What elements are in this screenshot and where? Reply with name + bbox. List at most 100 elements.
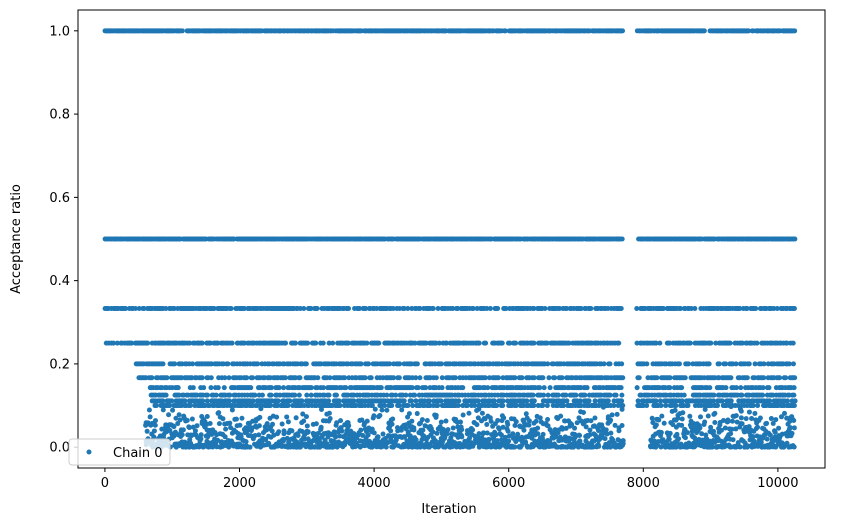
data-point <box>608 430 614 436</box>
data-point <box>303 361 309 367</box>
data-point <box>744 375 750 381</box>
data-point <box>546 375 552 381</box>
data-point <box>728 398 734 404</box>
data-point <box>438 419 444 425</box>
data-point <box>475 398 481 404</box>
data-point <box>136 306 142 312</box>
data-point <box>338 418 344 424</box>
data-point <box>172 361 178 367</box>
data-point <box>145 340 151 346</box>
data-point <box>460 385 466 391</box>
data-point <box>792 398 798 404</box>
data-point <box>227 420 233 426</box>
data-point <box>364 418 370 424</box>
data-point <box>123 306 129 312</box>
data-point <box>712 419 718 425</box>
data-point <box>396 375 402 381</box>
data-point <box>592 415 598 421</box>
data-point <box>685 403 691 409</box>
data-point <box>450 425 456 431</box>
data-point <box>464 403 470 409</box>
data-point <box>199 375 205 381</box>
data-point <box>697 425 703 431</box>
data-point <box>564 306 570 312</box>
data-point <box>791 403 797 409</box>
data-point <box>383 444 389 450</box>
data-point <box>313 340 319 346</box>
data-point <box>146 407 152 413</box>
data-point <box>318 424 324 430</box>
data-point <box>680 410 686 416</box>
data-point <box>519 375 525 381</box>
data-point <box>268 385 274 391</box>
data-point <box>785 398 791 404</box>
data-point <box>620 375 626 381</box>
data-point <box>791 385 797 391</box>
data-point <box>184 417 190 423</box>
data-point <box>152 422 158 428</box>
data-point <box>760 392 766 398</box>
data-point <box>327 416 333 422</box>
data-point <box>746 361 752 367</box>
data-point <box>417 306 423 312</box>
data-point <box>207 421 213 427</box>
data-point <box>169 398 175 404</box>
data-point <box>396 403 402 409</box>
data-point <box>716 361 722 367</box>
data-point <box>479 410 485 416</box>
data-point <box>733 361 739 367</box>
data-point <box>339 428 345 434</box>
data-point <box>524 398 530 404</box>
data-point <box>601 361 607 367</box>
chain-0-points <box>102 28 798 450</box>
data-point <box>297 306 303 312</box>
data-point <box>723 385 729 391</box>
data-point <box>221 385 227 391</box>
data-point <box>176 412 182 418</box>
data-point <box>460 412 466 418</box>
data-point <box>388 428 394 434</box>
data-point <box>226 398 232 404</box>
data-point <box>474 422 480 428</box>
data-point <box>409 385 415 391</box>
data-point <box>495 375 501 381</box>
data-point <box>439 385 445 391</box>
data-point <box>653 340 659 346</box>
data-point <box>753 306 759 312</box>
data-point <box>728 431 734 437</box>
data-point <box>503 306 509 312</box>
data-point <box>190 385 196 391</box>
data-point <box>220 416 226 422</box>
data-point <box>470 427 476 433</box>
data-point <box>304 423 310 429</box>
data-point <box>435 403 441 409</box>
data-point <box>792 28 798 34</box>
data-point <box>411 427 417 433</box>
data-point <box>611 403 617 409</box>
data-point <box>435 306 441 312</box>
data-point <box>399 407 405 413</box>
data-point <box>578 306 584 312</box>
data-point <box>505 421 511 427</box>
data-point <box>580 409 586 415</box>
data-point <box>600 404 606 410</box>
data-point <box>281 385 287 391</box>
data-point <box>164 375 170 381</box>
data-point <box>685 430 690 436</box>
data-point <box>405 306 411 312</box>
data-point <box>506 438 512 444</box>
data-point <box>110 340 116 346</box>
data-point <box>540 403 546 409</box>
data-point <box>488 418 494 424</box>
data-point <box>754 340 760 346</box>
data-point <box>761 361 767 367</box>
data-point <box>326 340 332 346</box>
data-point <box>433 412 439 418</box>
data-point <box>730 418 735 424</box>
data-point <box>791 392 797 398</box>
data-point <box>586 398 592 404</box>
data-point <box>283 340 289 346</box>
data-point <box>682 375 688 381</box>
data-point <box>667 385 673 391</box>
